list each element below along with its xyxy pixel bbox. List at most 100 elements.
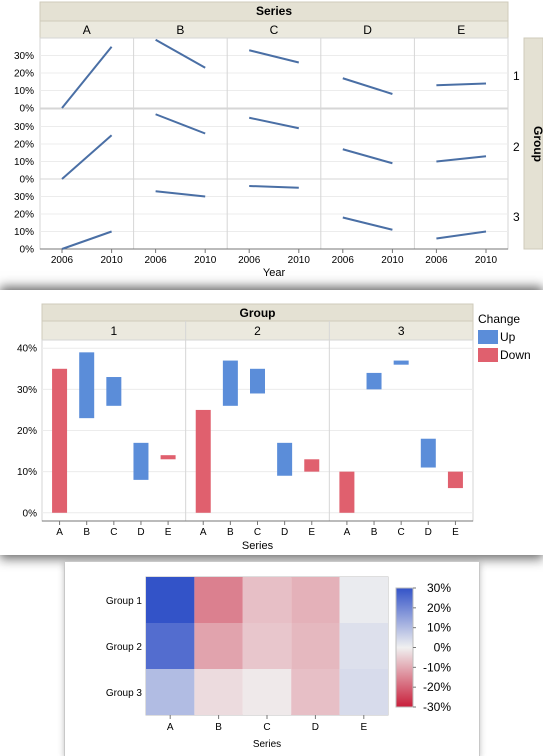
column-header-label: D <box>363 23 372 37</box>
series-line-1-D <box>342 77 393 95</box>
heatmap-cell-1-E <box>339 577 388 623</box>
series-line-1-A <box>61 46 113 109</box>
heatmap-cell-1-B <box>194 577 243 623</box>
bar-3-A <box>339 471 355 513</box>
x-tick-label: D <box>425 527 432 538</box>
x-tick-label: B <box>371 527 378 538</box>
heatmap-cell-2-A <box>146 623 195 669</box>
legend-label: Down <box>500 348 531 362</box>
x-tick-label: 2006 <box>144 255 167 266</box>
heatmap-window: Group 1 Group 2 Group 3 A B C D E Series 30% 20% 10… <box>64 561 480 756</box>
x-tick-label: B <box>215 722 222 733</box>
series-line-2-D <box>342 148 393 165</box>
colorbar-tick-label: 0% <box>434 641 452 655</box>
y-tick-label: 20% <box>14 69 34 80</box>
y-tick-label: 30% <box>14 192 34 203</box>
bar-3-C <box>393 360 409 365</box>
bar-2-D <box>277 442 293 476</box>
y-tick-label: 30% <box>14 122 34 133</box>
y-tick-label: Group 2 <box>106 642 143 653</box>
y-tick-label: Group 3 <box>106 688 143 699</box>
series-line-3-D <box>342 216 393 231</box>
column-header-label: C <box>270 23 279 37</box>
x-tick-label: A <box>56 527 63 538</box>
y-tick-label: 10% <box>14 227 34 238</box>
series-line-1-B <box>155 38 206 69</box>
row-label: 1 <box>513 69 520 83</box>
y-tick-label: 0% <box>20 175 35 186</box>
x-tick-label: 2010 <box>475 255 498 266</box>
y-tick-label: 10% <box>17 467 37 478</box>
bar-3-E <box>447 471 463 489</box>
column-header-label: E <box>457 23 465 37</box>
facet-title: Group <box>240 306 276 320</box>
x-tick-label: A <box>344 527 351 538</box>
x-tick-label: E <box>452 527 459 538</box>
heatmap-cell-2-B <box>194 623 243 669</box>
heatmap-chart: Group 1 Group 2 Group 3 A B C D E Series 30% 20% 10… <box>106 576 452 750</box>
bar-2-A <box>195 409 211 513</box>
row-title: Group <box>531 126 543 162</box>
y-tick-label: 10% <box>14 86 34 97</box>
heatmap-cell-1-D <box>291 577 340 623</box>
heatmap-cell-3-A <box>146 669 195 715</box>
bar-2-E <box>304 459 320 472</box>
floating-bar-chart-window: Group 1 2 3 0% 10% 20% 30% 40% A B C D E A B C D E A B C D E Ser… <box>0 290 543 555</box>
colorbar <box>395 587 414 708</box>
bar-1-A <box>52 368 68 513</box>
series-line-3-B <box>155 190 206 198</box>
x-tick-label: 2006 <box>51 255 74 266</box>
x-tick-label: C <box>110 527 117 538</box>
legend-swatch-down <box>478 348 498 362</box>
bar-3-B <box>366 372 382 390</box>
x-tick-label: 2006 <box>238 255 261 266</box>
series-line-3-E <box>436 230 487 240</box>
bar-1-D <box>133 442 149 480</box>
heatmap-cell-2-E <box>339 623 388 669</box>
x-tick-label: D <box>281 527 288 538</box>
x-axis-title: Year <box>263 267 286 279</box>
facet-title: Series <box>256 4 292 18</box>
heatmap-cell-3-B <box>194 669 243 715</box>
y-tick-label: 0% <box>23 508 38 519</box>
x-tick-label: 2010 <box>194 255 217 266</box>
y-tick-label: 20% <box>14 140 34 151</box>
x-tick-label: D <box>137 527 144 538</box>
row-title-strip <box>523 37 543 250</box>
heatmap-cell-1-C <box>242 577 292 623</box>
bar-2-B <box>222 360 238 406</box>
panel-header-label: 2 <box>254 324 261 338</box>
x-tick-label: E <box>308 527 315 538</box>
x-tick-label: 2006 <box>332 255 355 266</box>
legend-title: Change <box>478 312 520 326</box>
heatmap-cell-1-A <box>146 577 195 623</box>
heatmap-cell-3-E <box>339 669 388 715</box>
x-tick-label: E <box>165 527 172 538</box>
heatmap-cell-3-C <box>242 669 292 715</box>
series-line-3-A <box>61 230 112 250</box>
colorbar-tick-label: 10% <box>427 621 451 635</box>
row-label: 3 <box>513 210 520 224</box>
x-tick-label: 2010 <box>100 255 123 266</box>
heatmap-cell-3-D <box>291 669 340 715</box>
x-tick-label: A <box>167 722 174 733</box>
series-line-1-C <box>248 49 300 64</box>
x-tick-label: 2010 <box>288 255 311 266</box>
bar-3-D <box>420 438 436 468</box>
legend-label: Up <box>500 330 516 344</box>
column-header-label: A <box>83 23 91 37</box>
bar-2-C <box>250 368 265 394</box>
y-tick-label: 30% <box>17 385 37 396</box>
y-tick-label: 30% <box>14 51 34 62</box>
panel-header-label: 1 <box>110 324 117 338</box>
y-tick-label: Group 1 <box>106 596 143 607</box>
bar-1-B <box>79 352 95 419</box>
y-tick-label: 10% <box>14 157 34 168</box>
bar-1-C <box>106 377 122 406</box>
y-tick-label: 0% <box>20 104 35 115</box>
x-tick-label: A <box>200 527 207 538</box>
y-tick-label: 0% <box>20 245 35 256</box>
x-tick-label: C <box>263 722 270 733</box>
panel-header-label: 3 <box>398 324 405 338</box>
